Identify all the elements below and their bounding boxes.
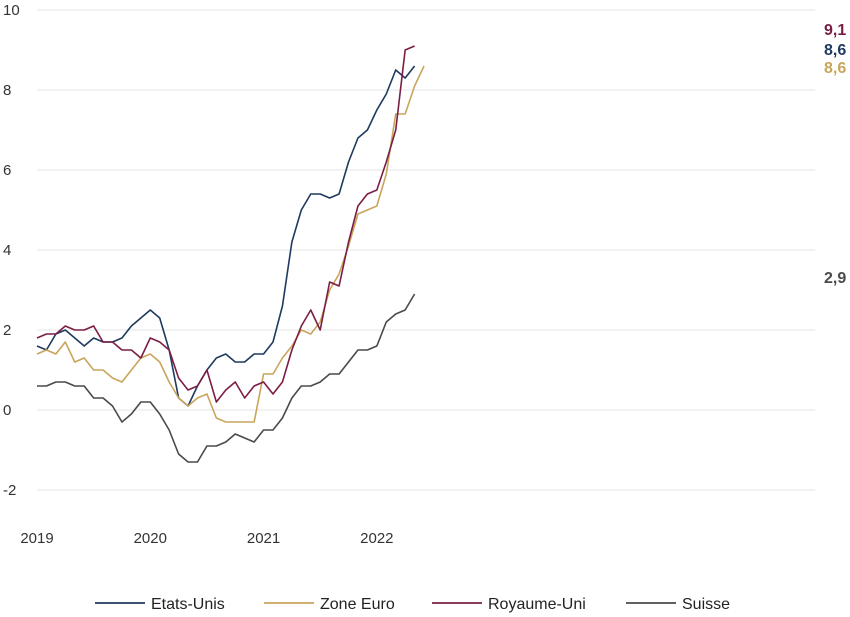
x-tick-label: 2019 (20, 530, 53, 547)
y-tick-label: 4 (3, 242, 11, 259)
end-value-label: 2,9 (824, 270, 846, 287)
legend-label: Royaume-Uni (488, 596, 586, 613)
legend-label: Etats-Unis (151, 596, 225, 613)
end-value-label: 8,6 (824, 60, 846, 77)
x-tick-label: 2022 (360, 530, 393, 547)
legend-label: Suisse (682, 596, 730, 613)
end-value-label: 8,6 (824, 42, 846, 59)
legend-label: Zone Euro (320, 596, 395, 613)
y-tick-label: 6 (3, 162, 11, 179)
end-value-labels: 9,1 8,68,6 2,9 (824, 22, 846, 287)
series-lines (36, 45, 425, 463)
legend: Etats-Unis Zone Euro Royaume-Uni Suisse (95, 596, 730, 613)
series-line-suisse (37, 293, 416, 463)
y-tick-label: -2 (3, 482, 16, 499)
x-axis-tick-labels: 2019 2020 2021 2022 (20, 530, 393, 547)
end-value-label: 9,1 (824, 22, 846, 39)
x-tick-label: 2020 (134, 530, 167, 547)
series-line-zone-euro (36, 65, 425, 423)
gridlines (37, 9, 815, 491)
x-tick-label: 2021 (247, 530, 280, 547)
y-tick-label: 2 (3, 322, 11, 339)
series-line-royaume-uni (36, 45, 415, 403)
series-line-etats-unis (36, 65, 416, 407)
y-tick-label: 0 (3, 402, 11, 419)
y-tick-label: 10 (3, 2, 20, 19)
y-tick-label: 8 (3, 82, 11, 99)
y-axis-tick-labels: 10 8 6 4 2 0 -2 (3, 2, 20, 499)
